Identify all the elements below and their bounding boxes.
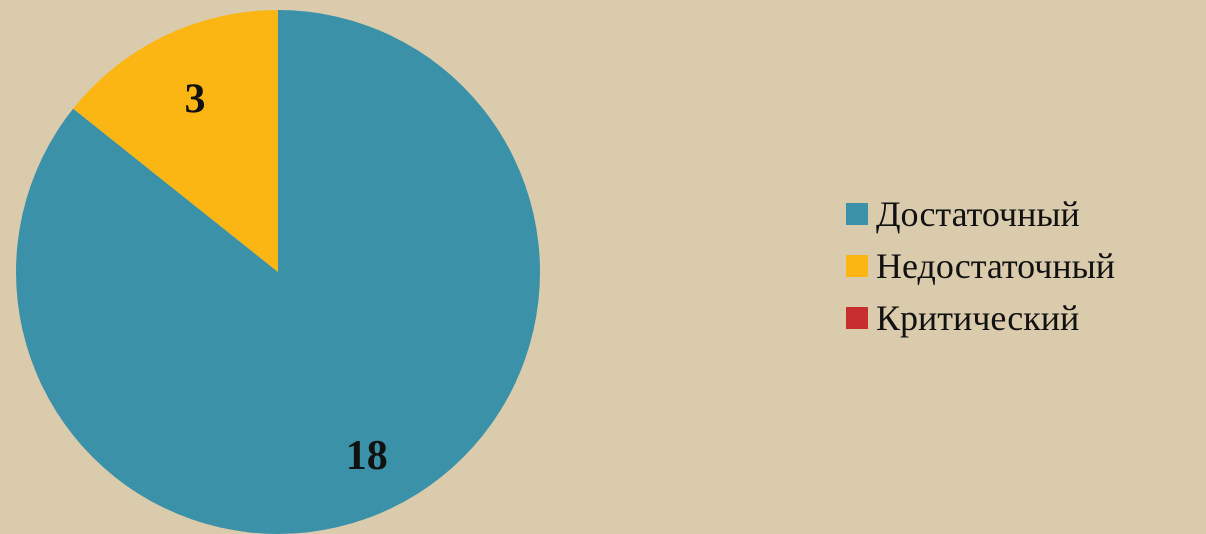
legend-swatch-kritichesky <box>846 307 868 329</box>
pie-chart: 18 3 <box>16 10 541 534</box>
legend-swatch-dostatochny <box>846 203 868 225</box>
pie-data-labels: 18 3 <box>185 77 388 479</box>
legend-label-dostatochny: Достаточный <box>876 194 1080 234</box>
legend-label-nedostatochny: Недостаточный <box>876 246 1116 286</box>
legend-item-dostatochny: Достаточный <box>846 188 1206 240</box>
pie-slice-1 <box>73 10 278 272</box>
pie-data-label-1: 3 <box>185 77 206 123</box>
chart-legend: Достаточный Недостаточный Критический <box>846 188 1206 344</box>
pie-slice-0 <box>16 10 541 534</box>
legend-swatch-nedostatochny <box>846 255 868 277</box>
legend-item-nedostatochny: Недостаточный <box>846 240 1206 292</box>
legend-item-kritichesky: Критический <box>846 292 1206 344</box>
legend-label-kritichesky: Критический <box>876 298 1080 338</box>
pie-data-label-0: 18 <box>346 433 388 479</box>
pie-slices <box>16 10 541 534</box>
